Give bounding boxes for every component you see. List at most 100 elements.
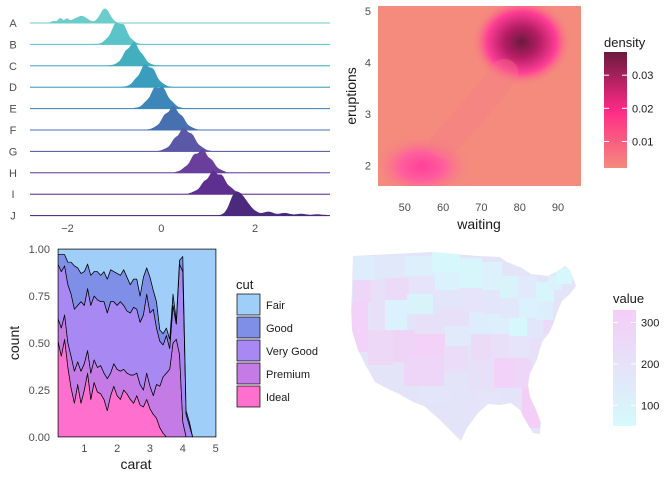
ridge-density-j — [30, 191, 330, 216]
cut-legend-swatch-fair — [236, 293, 261, 316]
map-state-region — [404, 356, 444, 386]
fill-y-axis-title: count — [6, 326, 22, 360]
fill-panel-frame — [57, 248, 217, 438]
ridge-label-j: J — [10, 211, 16, 223]
ridge-x-tick-label: 2 — [252, 223, 258, 235]
cut-legend-label: Good — [266, 323, 293, 335]
map-state-region — [409, 276, 435, 294]
ridge-label-b: B — [9, 39, 16, 51]
map-state-region — [501, 298, 519, 318]
map-state-region — [385, 300, 407, 330]
value-legend-tick-label: 200 — [641, 359, 659, 371]
map-state-region — [405, 256, 435, 276]
cut-legend-swatch-ideal — [236, 385, 261, 408]
fill-y-tick-label: 0.00 — [29, 432, 50, 444]
density-y-ticks: 2 3 4 5 — [365, 6, 371, 172]
ridge-density-f — [30, 106, 330, 131]
cut-legend-swatch-premium — [236, 362, 261, 385]
ridge-density-a — [30, 8, 330, 24]
density-x-tick-label: 80 — [514, 202, 526, 214]
us-map — [351, 252, 576, 441]
map-state-region — [471, 334, 491, 360]
map-state-region — [537, 302, 553, 320]
ridge-label-d: D — [9, 82, 17, 94]
map-state-region — [371, 280, 385, 330]
ridge-row-i: I — [11, 170, 330, 201]
ridge-x-ticks: −2 0 2 — [61, 223, 258, 235]
ridge-row-j: J — [10, 191, 330, 223]
ridge-label-e: E — [9, 104, 16, 116]
density-mode-1 — [378, 134, 473, 186]
map-state-region — [483, 290, 501, 314]
us-map-panel: value 100 200 300 — [351, 252, 659, 441]
map-state-region — [529, 338, 543, 360]
map-state-region — [509, 336, 529, 358]
cut-legend-label: Fair — [266, 300, 285, 312]
cut-legend-swatch-good — [236, 316, 261, 339]
ridge-label-f: F — [10, 125, 17, 137]
map-state-region — [441, 308, 469, 326]
fill-y-tick-label: 1.00 — [29, 244, 50, 256]
cut-legend-title: cut — [236, 277, 254, 292]
ridge-row-f: F — [10, 106, 330, 137]
map-state-region — [432, 252, 460, 272]
ridge-density-g — [30, 127, 330, 152]
density-x-tick-label: 50 — [399, 202, 411, 214]
ridge-x-tick-label: 0 — [158, 223, 164, 235]
density-x-tick-label: 60 — [437, 202, 449, 214]
map-state-region — [494, 358, 514, 388]
cut-legend-label: Very Good — [266, 346, 318, 358]
map-state-region — [415, 334, 445, 356]
fill-x-ticks: 1 2 3 4 5 — [81, 443, 219, 455]
ridge-row-b: B — [9, 22, 330, 51]
density-legend-colorbar — [604, 52, 627, 168]
map-state-region — [556, 268, 572, 284]
ridge-label-c: C — [9, 61, 17, 73]
fill-x-tick-label: 1 — [81, 443, 87, 455]
ridge-label-i: I — [11, 189, 14, 201]
map-state-region — [353, 280, 371, 302]
density-legend-tick-label: 0.03 — [632, 70, 653, 82]
density-legend-ticks: 0.01 0.02 0.03 — [604, 70, 653, 148]
fill-x-tick-label: 5 — [213, 443, 219, 455]
map-state-region — [463, 288, 483, 312]
ridge-label-h: H — [9, 168, 17, 180]
ridge-density-c — [30, 41, 330, 67]
cut-legend: Fair Good Very Good Premium Ideal — [236, 293, 318, 408]
ridge-row-d: D — [9, 64, 330, 94]
density-mode-2 — [471, 6, 572, 86]
map-state-region — [482, 262, 502, 290]
map-state-region — [519, 298, 537, 318]
density-x-tick-label: 90 — [552, 202, 564, 214]
fill-density-panel: 1 2 3 4 5 0.00 0.25 0.50 0.75 1.00 carat count c… — [6, 244, 318, 472]
map-state-region — [478, 392, 502, 406]
density-y-axis-title: eruptions — [343, 67, 359, 125]
map-state-region — [375, 256, 405, 278]
fill-y-tick-label: 0.75 — [29, 291, 50, 303]
ridge-row-c: C — [9, 41, 330, 73]
fill-x-tick-label: 2 — [114, 443, 120, 455]
fill-areas — [58, 249, 216, 437]
map-state-region — [435, 272, 460, 290]
map-state-region — [393, 330, 415, 362]
map-state-region — [509, 318, 527, 336]
map-state-region — [514, 358, 532, 388]
ridge-density-e — [30, 86, 330, 109]
ridge-density-d — [30, 64, 330, 88]
density-y-tick-label: 5 — [365, 6, 371, 18]
density-y-tick-label: 3 — [365, 109, 371, 121]
density-x-axis-title: waiting — [456, 216, 501, 232]
map-state-region — [460, 258, 482, 288]
map-state-region — [522, 388, 540, 428]
fill-area-fair — [58, 249, 216, 437]
map-state-region — [420, 386, 450, 402]
value-legend-colorbar — [613, 310, 636, 426]
map-state-region — [368, 330, 393, 365]
map-state-region — [518, 276, 538, 298]
density-x-ticks: 50 60 70 80 90 — [399, 202, 564, 214]
ridge-row-e: E — [9, 86, 330, 116]
map-state-region — [500, 276, 518, 298]
map-state-region — [407, 294, 433, 314]
